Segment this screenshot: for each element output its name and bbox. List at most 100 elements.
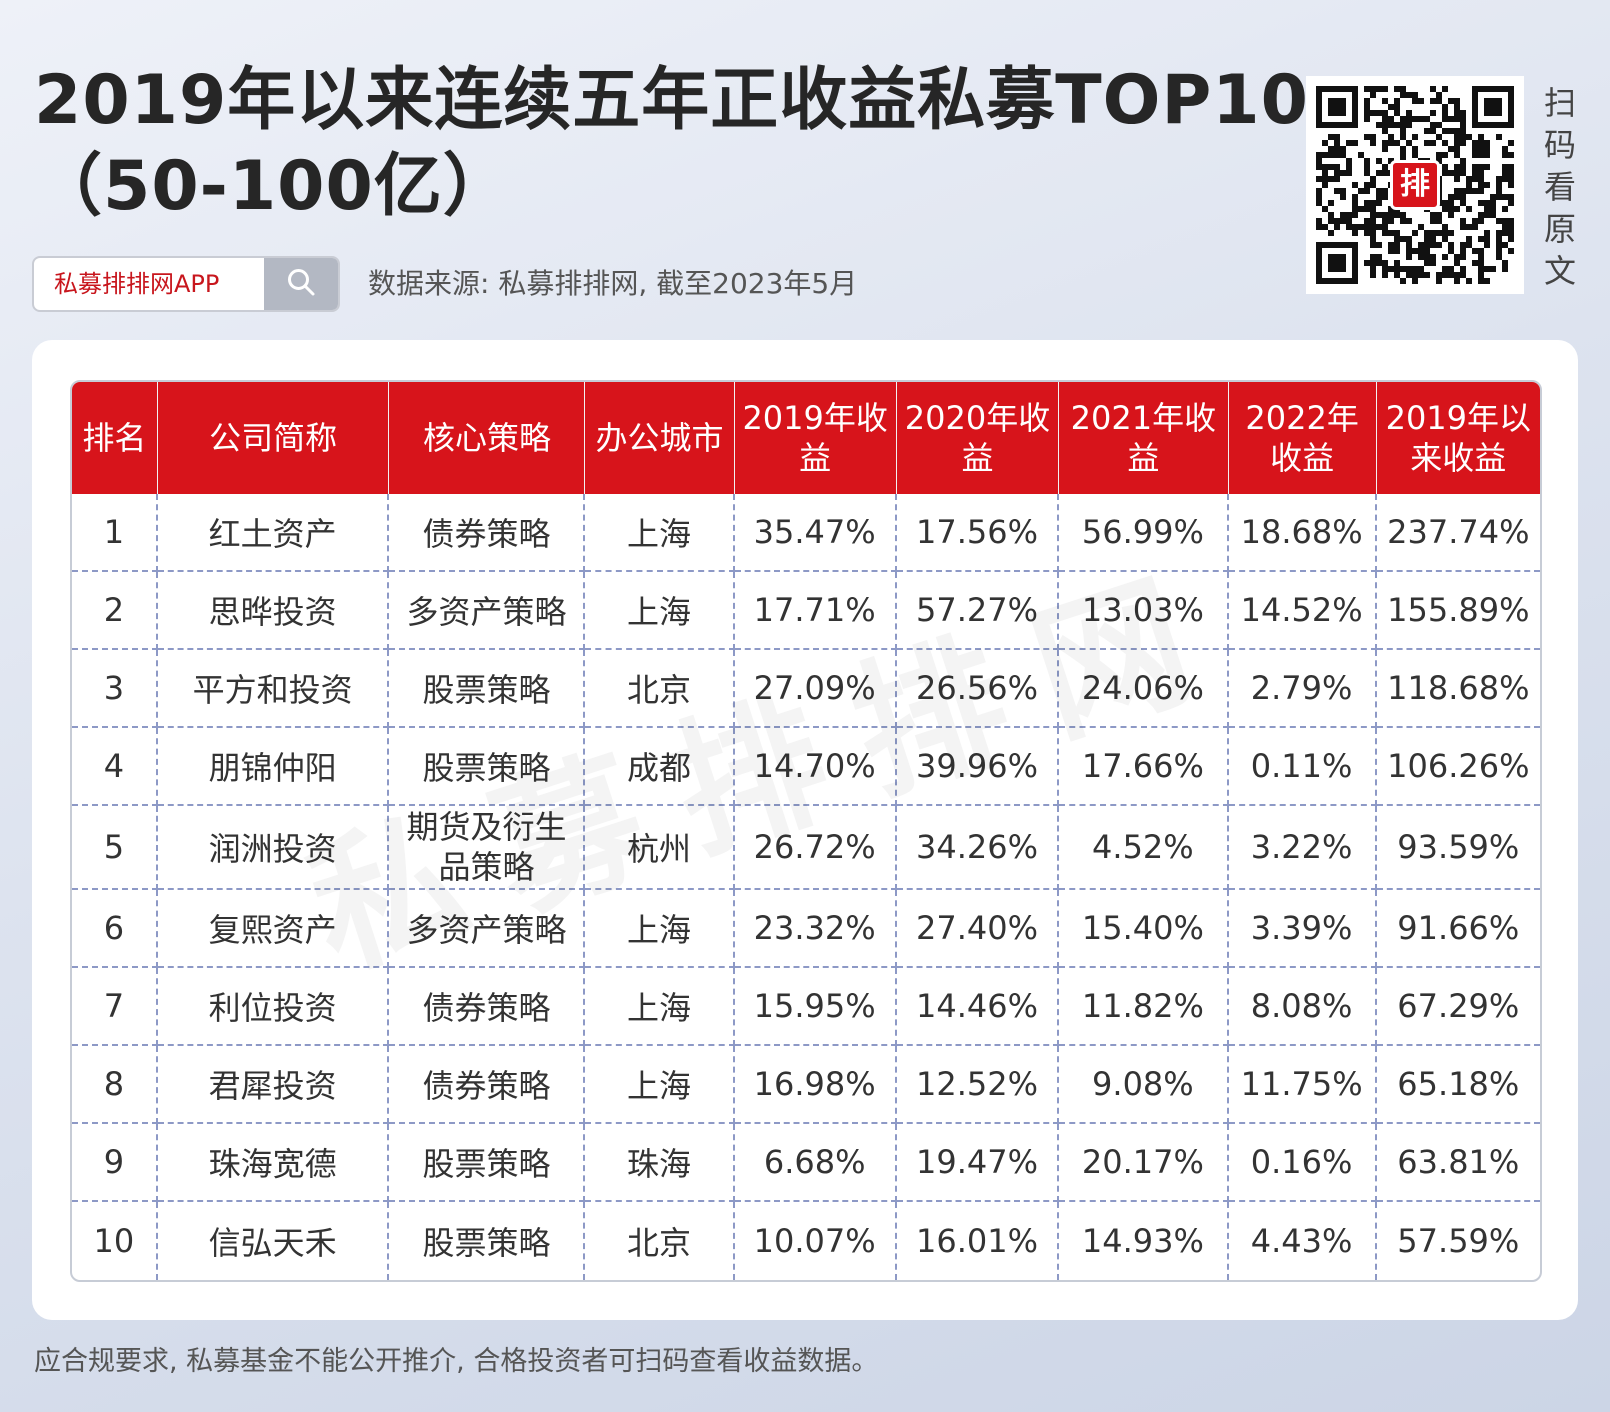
cell-company: 思晔投资 — [157, 572, 390, 650]
cell-city: 上海 — [585, 494, 735, 572]
cell-company: 珠海宽德 — [157, 1124, 390, 1202]
qr-logo: 排 — [1390, 160, 1440, 210]
cell-return-2021: 4.52% — [1059, 806, 1229, 890]
cell-strategy: 债券策略 — [389, 1046, 586, 1124]
cell-return-2020: 27.40% — [896, 890, 1060, 968]
cell-rank: 4 — [72, 728, 158, 806]
cell-return-2020: 26.56% — [896, 650, 1060, 728]
cell-return-2019: 6.68% — [734, 1124, 897, 1202]
cell-strategy: 股票策略 — [389, 650, 586, 728]
title-line-2: （50-100亿） — [34, 147, 512, 226]
cell-return-2022: 11.75% — [1228, 1046, 1377, 1124]
table-row: 1 红土资产 债券策略 上海 35.47% 17.56% 56.99% 18.6… — [72, 494, 1540, 572]
cell-return-cumulative: 93.59% — [1376, 806, 1540, 890]
cell-return-2022: 3.39% — [1228, 890, 1377, 968]
col-header-company: 公司简称 — [157, 382, 390, 494]
cell-return-2019: 14.70% — [734, 728, 897, 806]
cell-strategy: 债券策略 — [389, 494, 586, 572]
cell-city: 成都 — [585, 728, 735, 806]
table-header-row: 排名 公司简称 核心策略 办公城市 2019年收益 2020年收益 2021年收… — [72, 382, 1540, 494]
ranking-table: 排名 公司简称 核心策略 办公城市 2019年收益 2020年收益 2021年收… — [70, 380, 1542, 1282]
cell-company: 复熙资产 — [157, 890, 390, 968]
table-row: 10 信弘天禾 股票策略 北京 10.07% 16.01% 14.93% 4.4… — [72, 1202, 1540, 1280]
cell-return-2021: 13.03% — [1059, 572, 1229, 650]
cell-rank: 3 — [72, 650, 158, 728]
table-row: 2 思晔投资 多资产策略 上海 17.71% 57.27% 13.03% 14.… — [72, 572, 1540, 650]
cell-return-cumulative: 57.59% — [1397, 1222, 1520, 1260]
table-row: 8 君犀投资 债券策略 上海 16.98% 12.52% 9.08% 11.75… — [72, 1046, 1540, 1124]
col-header-cumulative: 2019年以来收益 — [1376, 382, 1540, 494]
qr-caption-char: 码 — [1543, 126, 1576, 164]
cell-company: 信弘天禾 — [158, 1202, 390, 1280]
cell-company: 君犀投资 — [157, 1046, 390, 1124]
cell-return-2020: 19.47% — [896, 1124, 1060, 1202]
cell-return-2021: 56.99% — [1059, 494, 1229, 572]
qr-caption-char: 看 — [1543, 168, 1576, 206]
col-header-2022: 2022年收益 — [1228, 382, 1377, 494]
cell-city: 上海 — [585, 968, 735, 1046]
cell-return-2022: 0.11% — [1228, 728, 1377, 806]
table-row: 6 复熙资产 多资产策略 上海 23.32% 27.40% 15.40% 3.3… — [72, 890, 1540, 968]
compliance-note: 应合规要求, 私募基金不能公开推介, 合格投资者可扫码查看收益数据。 — [34, 1346, 879, 1377]
table-row: 3 平方和投资 股票策略 北京 27.09% 26.56% 24.06% 2.7… — [72, 650, 1540, 728]
table-row: 4 朋锦仲阳 股票策略 成都 14.70% 39.96% 17.66% 0.11… — [72, 728, 1540, 806]
cell-city: 北京 — [585, 650, 735, 728]
cell-strategy: 股票策略 — [389, 728, 586, 806]
cell-return-2021: 9.08% — [1059, 1046, 1229, 1124]
cell-return-2022: 14.52% — [1228, 572, 1377, 650]
cell-city: 上海 — [585, 890, 735, 968]
cell-return-cumulative: 65.18% — [1376, 1046, 1540, 1124]
cell-return-2019: 16.98% — [734, 1046, 897, 1124]
col-header-2021: 2021年收益 — [1059, 382, 1229, 494]
cell-return-2022: 0.16% — [1228, 1124, 1377, 1202]
cell-city: 珠海 — [585, 1124, 735, 1202]
table-row: 7 利位投资 债券策略 上海 15.95% 14.46% 11.82% 8.08… — [72, 968, 1540, 1046]
cell-return-cumulative: 155.89% — [1376, 572, 1540, 650]
qr-caption-char: 文 — [1543, 252, 1576, 290]
col-header-rank: 排名 — [72, 382, 158, 494]
cell-city: 北京 — [585, 1202, 735, 1280]
table-row: 9 珠海宽德 股票策略 珠海 6.68% 19.47% 20.17% 0.16%… — [72, 1124, 1540, 1202]
qr-code[interactable]: 排 — [1306, 76, 1524, 294]
cell-strategy: 多资产策略 — [389, 572, 586, 650]
cell-rank: 2 — [72, 572, 158, 650]
cell-rank: 7 — [72, 968, 158, 1046]
cell-rank: 9 — [72, 1124, 158, 1202]
cell-strategy: 期货及衍生品策略 — [389, 806, 586, 890]
cell-return-2021: 24.06% — [1059, 650, 1229, 728]
cell-rank: 8 — [72, 1046, 158, 1124]
cell-return-2019: 23.32% — [734, 890, 897, 968]
cell-return-2019: 17.71% — [734, 572, 897, 650]
search-box[interactable]: 私募排排网APP — [32, 256, 340, 312]
cell-return-2022: 4.43% — [1229, 1202, 1377, 1280]
cell-strategy: 股票策略 — [389, 1202, 586, 1280]
cell-return-cumulative: 63.81% — [1376, 1124, 1540, 1202]
search-icon — [286, 267, 316, 301]
qr-caption-char: 原 — [1543, 210, 1576, 248]
col-header-strategy: 核心策略 — [389, 382, 586, 494]
cell-return-2022: 3.22% — [1228, 806, 1377, 890]
col-header-city: 办公城市 — [585, 382, 735, 494]
cell-company: 朋锦仲阳 — [157, 728, 390, 806]
qr-pattern — [1316, 86, 1514, 284]
cell-company: 利位投资 — [157, 968, 390, 1046]
cell-rank: 5 — [72, 806, 158, 890]
cell-return-2020: 14.46% — [896, 968, 1060, 1046]
cell-city: 上海 — [585, 1046, 735, 1124]
cell-company: 红土资产 — [157, 494, 390, 572]
cell-city: 上海 — [585, 572, 735, 650]
cell-return-2020: 16.01% — [897, 1202, 1060, 1280]
cell-strategy: 股票策略 — [389, 1124, 586, 1202]
cell-return-2022: 8.08% — [1228, 968, 1377, 1046]
search-button[interactable] — [264, 258, 338, 310]
cell-return-2019: 35.47% — [734, 494, 897, 572]
table-card — [32, 340, 1578, 1320]
col-header-2020: 2020年收益 — [896, 382, 1060, 494]
cell-return-2019: 27.09% — [734, 650, 897, 728]
cell-return-2021: 20.17% — [1059, 1124, 1229, 1202]
cell-return-cumulative: 118.68% — [1376, 650, 1540, 728]
cell-rank: 6 — [72, 890, 158, 968]
cell-strategy: 债券策略 — [389, 968, 586, 1046]
cell-return-2022: 18.68% — [1228, 494, 1377, 572]
cell-return-2020: 39.96% — [896, 728, 1060, 806]
